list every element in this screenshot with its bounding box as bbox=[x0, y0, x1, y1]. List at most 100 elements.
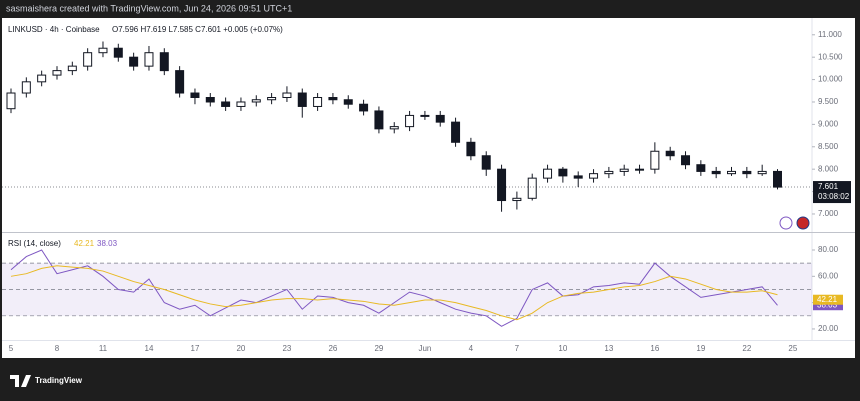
last-price-box bbox=[813, 181, 851, 204]
rsi-legend-value: 42.21 bbox=[74, 239, 95, 248]
candle-body bbox=[435, 114, 445, 123]
icon bbox=[796, 216, 810, 230]
candle-body bbox=[512, 197, 522, 202]
value-badge-label: 38.03 bbox=[817, 300, 838, 309]
rsi-line bbox=[10, 249, 778, 327]
rsi-title: RSI (14, close) bbox=[8, 239, 61, 248]
x-tick-label: 10 bbox=[558, 344, 567, 353]
candle-body bbox=[527, 177, 537, 199]
brand-logo bbox=[10, 375, 31, 387]
candle-body bbox=[129, 56, 139, 67]
candle-body bbox=[21, 81, 31, 94]
candle-body bbox=[481, 155, 491, 170]
x-tick-label: 26 bbox=[328, 344, 337, 353]
candle-body bbox=[497, 168, 507, 202]
y-tick-label: 10.000 bbox=[818, 75, 843, 84]
candle-body bbox=[98, 47, 108, 54]
x-tick-label: 20 bbox=[236, 344, 245, 353]
candle-body bbox=[558, 168, 568, 177]
x-tick-label: 23 bbox=[282, 344, 291, 353]
countdown-label: 03:08:02 bbox=[818, 192, 850, 201]
value-badge bbox=[813, 294, 843, 305]
candle-body bbox=[757, 170, 767, 175]
candle-body bbox=[343, 99, 353, 105]
candle-body bbox=[113, 47, 123, 58]
symbol: LINKUSD · 4h · Coinbase bbox=[8, 25, 100, 34]
brand: TradingView bbox=[10, 375, 83, 387]
candle-body bbox=[67, 65, 77, 72]
y-tick-label: 8.000 bbox=[818, 164, 839, 173]
candle-body bbox=[681, 155, 691, 166]
x-tick-label: 16 bbox=[650, 344, 659, 353]
y-tick-label: 10.500 bbox=[818, 52, 843, 61]
rsi-legend-value: 38.03 bbox=[97, 239, 118, 248]
y-tick-label: 7.000 bbox=[818, 209, 839, 218]
candle-body bbox=[282, 92, 292, 99]
x-tick-label: 5 bbox=[9, 344, 14, 353]
x-tick-label: 17 bbox=[191, 344, 200, 353]
candle-body bbox=[589, 173, 599, 179]
x-tick-label: 8 bbox=[55, 344, 60, 353]
rsi-line bbox=[10, 265, 778, 321]
y-tick-label: 9.000 bbox=[818, 119, 839, 128]
candle-body bbox=[313, 97, 323, 107]
candle-body bbox=[374, 110, 384, 130]
candle-body bbox=[420, 114, 430, 117]
candle-body bbox=[466, 141, 476, 157]
y-tick-label: 11.000 bbox=[818, 30, 842, 39]
candle-body bbox=[83, 52, 93, 67]
candle-body bbox=[543, 168, 553, 179]
candle-body bbox=[37, 74, 47, 83]
brand-name: TradingView bbox=[35, 376, 83, 385]
x-tick-label: Jun bbox=[418, 344, 431, 353]
candle-body bbox=[405, 114, 415, 128]
x-tick-label: 14 bbox=[145, 344, 154, 353]
chart-icons bbox=[779, 216, 810, 230]
candle-body bbox=[451, 121, 461, 143]
candle-body bbox=[604, 170, 614, 175]
candle-body bbox=[635, 168, 645, 171]
candle-body bbox=[267, 97, 277, 101]
candle-body bbox=[696, 164, 706, 172]
candle-body bbox=[175, 70, 185, 94]
x-tick-label: 7 bbox=[515, 344, 520, 353]
chart-area bbox=[2, 18, 855, 358]
candle-body bbox=[159, 52, 169, 72]
last-price-label: 7.601 bbox=[818, 182, 839, 191]
candle-body bbox=[236, 101, 246, 107]
candle-body bbox=[251, 99, 261, 103]
y-tick-label: 8.500 bbox=[818, 142, 839, 151]
x-tick-label: 29 bbox=[374, 344, 383, 353]
ohlc: O7.596 H7.619 L7.585 C7.601 +0.005 (+0.0… bbox=[112, 25, 283, 34]
candle-body bbox=[297, 92, 307, 107]
icon bbox=[779, 216, 793, 230]
candle-body bbox=[711, 170, 721, 175]
y-tick-label: 60.00 bbox=[818, 271, 839, 280]
candle-body bbox=[359, 103, 369, 112]
candle-body bbox=[190, 92, 200, 99]
x-tick-label: 22 bbox=[742, 344, 751, 353]
candle-body bbox=[742, 170, 752, 175]
candle-body bbox=[221, 101, 231, 107]
x-tick-label: 13 bbox=[604, 344, 613, 353]
x-tick-label: 19 bbox=[696, 344, 705, 353]
candle-body bbox=[650, 150, 660, 170]
x-tick-label: 4 bbox=[469, 344, 474, 353]
candle-body bbox=[665, 150, 675, 157]
y-tick-label: 80.00 bbox=[818, 245, 839, 254]
candle-body bbox=[52, 70, 62, 76]
credit: sasmaishera created with TradingView.com… bbox=[6, 3, 292, 13]
y-tick-label: 9.500 bbox=[818, 97, 839, 106]
candle-body bbox=[727, 170, 737, 175]
candle-body bbox=[144, 52, 154, 67]
value-badge bbox=[813, 300, 843, 311]
value-badge-label: 42.21 bbox=[817, 295, 838, 304]
candle-body bbox=[389, 126, 399, 130]
candle-body bbox=[619, 168, 629, 172]
x-tick-label: 25 bbox=[788, 344, 797, 353]
y-tick-label: 20.00 bbox=[818, 324, 839, 333]
candle-body bbox=[6, 92, 16, 110]
x-tick-label: 11 bbox=[99, 344, 108, 353]
